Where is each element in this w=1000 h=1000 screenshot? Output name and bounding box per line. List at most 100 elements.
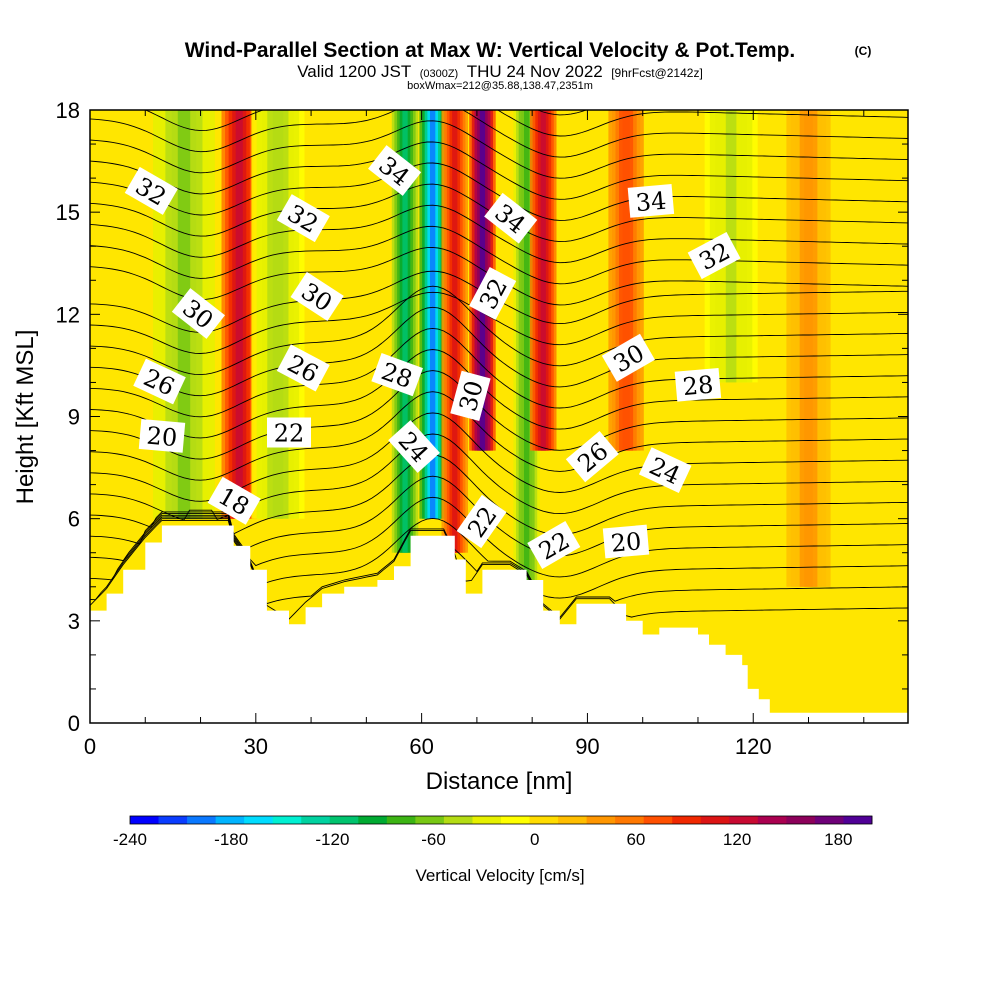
contour-label: 30: [171, 288, 225, 339]
contour-label-text: 28: [682, 371, 715, 402]
y-axis: 0 3 6 9 12 15 18: [56, 98, 908, 736]
colorbar-title: Vertical Velocity [cm/s]: [415, 866, 584, 885]
contour-label-text: 34: [635, 187, 668, 218]
subtitle-utc: (0300Z): [420, 68, 459, 80]
x-tick-label: 120: [735, 734, 772, 759]
colorbar-swatch: [529, 816, 559, 824]
colorbar-swatch: [757, 816, 787, 824]
theta-contour-line: [90, 496, 908, 578]
colorbar-tick-label: -240: [113, 830, 147, 849]
theta-contour-line: [90, 285, 908, 376]
colorbar-swatch: [443, 816, 473, 824]
contour-label-text: 20: [610, 527, 643, 558]
contour-label: 30: [290, 271, 344, 322]
contour-label: 28: [674, 367, 722, 402]
colorbar-swatch: [643, 816, 673, 824]
subtitle-date: THU 24 Nov 2022: [467, 62, 603, 81]
theta-contour-line: [90, 475, 908, 557]
colorbar: -240 -180 -120 -60 0 60 120 180: [113, 815, 873, 849]
theta-contours: [90, 110, 908, 620]
colorbar-swatch: [301, 816, 331, 824]
colorbar-swatch: [386, 816, 416, 824]
theta-contour-line: [90, 349, 908, 439]
theta-contour-line: [90, 518, 908, 619]
theta-contour-line: [90, 110, 908, 158]
contour-label-box: [138, 419, 186, 453]
y-axis-title: Height [Kft MSL]: [12, 330, 39, 505]
colorbar-tick-label: 0: [530, 830, 539, 849]
contour-label-box: [171, 288, 225, 339]
contour-label-box: [207, 476, 261, 525]
contour-label: 20: [138, 419, 186, 453]
colorbar-swatch: [615, 816, 645, 824]
theta-contour-line: [90, 225, 908, 285]
contour-label-text: 22: [274, 420, 305, 448]
contour-label-box: [133, 358, 186, 405]
y-tick-label: 3: [68, 609, 80, 634]
contour-label-box: [450, 370, 491, 421]
theta-contour-line: [90, 433, 908, 521]
velocity-band: [235, 110, 243, 519]
contour-label-box: [469, 266, 517, 320]
y-tick-label: 6: [68, 507, 80, 532]
contour-label-box: [687, 231, 741, 280]
contour-label: 22: [267, 417, 311, 448]
contour-label-box: [456, 494, 507, 549]
colorbar-swatch: [158, 816, 188, 824]
x-tick-label: 0: [84, 734, 96, 759]
contour-label: 20: [602, 524, 650, 559]
colorbar-swatch: [472, 816, 502, 824]
colorbar-swatch: [814, 816, 844, 824]
colorbar-swatch: [215, 816, 245, 824]
plot-area: 3230262018323026223428243432302222343230…: [90, 110, 908, 723]
theta-contour-line: [90, 141, 908, 200]
velocity-band: [479, 110, 486, 451]
theta-contour-line: [90, 391, 908, 481]
x-tick-label: 90: [575, 734, 599, 759]
contour-label-box: [484, 192, 538, 244]
velocity-band: [622, 110, 630, 451]
contour-label-box: [388, 420, 440, 473]
colorbar-swatch: [244, 816, 274, 824]
x-axis-title: Distance [nm]: [426, 768, 573, 795]
chart-title: Wind-Parallel Section at Max W: Vertical…: [185, 39, 796, 62]
colorbar-tick-label: 120: [723, 830, 751, 849]
y-tick-label: 12: [56, 302, 80, 327]
chart-subtitle-box: boxWmax=212@35.88,138.47,2351m: [407, 80, 593, 92]
theta-contour-line: [90, 120, 908, 179]
colorbar-frame: [129, 815, 873, 825]
y-tick-label: 9: [68, 405, 80, 430]
contour-label-box: [638, 447, 692, 493]
colorbar-swatch: [187, 816, 217, 824]
contour-label-text: 20: [145, 422, 178, 453]
colorbar-swatch: [558, 816, 588, 824]
colorbar-tick-label: -180: [214, 830, 248, 849]
colorbar-swatch: [501, 816, 530, 824]
colorbar-swatch: [358, 816, 388, 824]
colorbar-swatch: [272, 816, 302, 824]
colorbar-swatch: [586, 816, 616, 824]
theta-contour-line: [90, 516, 908, 599]
x-tick-label: 30: [244, 734, 268, 759]
y-tick-label: 0: [68, 711, 80, 736]
velocity-band: [430, 110, 436, 519]
chart-subtitle: Valid 1200 JST (0300Z) THU 24 Nov 2022 […: [297, 62, 703, 81]
velocity-band: [524, 110, 530, 587]
contour-label-box: [267, 417, 311, 448]
contour-label-box: [674, 367, 722, 402]
contour-label: 30: [450, 370, 491, 421]
contour-label-box: [602, 524, 650, 559]
theta-contour-line: [90, 306, 908, 397]
contour-label-box: [368, 145, 422, 196]
colorbar-swatch: [786, 816, 816, 824]
colorbar-tick-label: -60: [421, 830, 446, 849]
contour-label-box: [124, 166, 178, 215]
x-tick-label: 60: [409, 734, 433, 759]
theta-contour-line: [90, 370, 908, 460]
contour-label-box: [527, 521, 581, 570]
colorbar-swatch: [329, 816, 359, 824]
velocity-band: [272, 110, 284, 519]
subtitle-fcst: [9hrFcst@2142z]: [611, 66, 703, 80]
colorbar-swatch: [415, 816, 445, 824]
